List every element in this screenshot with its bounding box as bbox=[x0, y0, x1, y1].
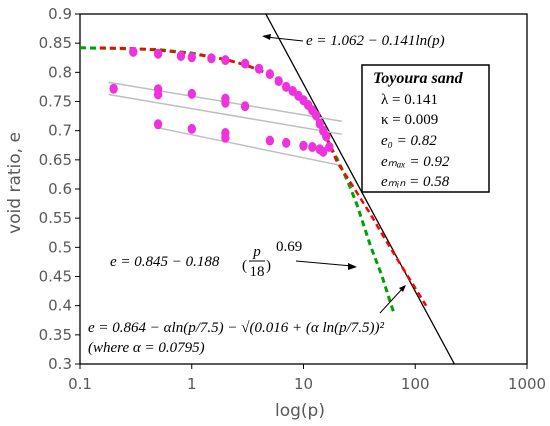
ncl-line-0 bbox=[265, 14, 455, 364]
y-tick-label: 0.9 bbox=[48, 5, 72, 23]
power-arrowhead bbox=[348, 263, 357, 270]
power-arrow bbox=[295, 260, 353, 267]
paren-close: ) bbox=[266, 258, 271, 274]
data-point bbox=[282, 81, 291, 92]
data-point bbox=[207, 53, 216, 64]
data-point bbox=[325, 142, 334, 152]
y-tick-label: 0.7 bbox=[48, 122, 72, 140]
data-point bbox=[109, 83, 118, 94]
param-kappa: κ = 0.009 bbox=[381, 112, 438, 128]
data-point bbox=[240, 58, 250, 69]
data-point bbox=[299, 140, 308, 151]
y-tick-label: 0.35 bbox=[39, 326, 72, 344]
x-tick-label: 1000 bbox=[508, 375, 546, 393]
x-axis-ticks: 0.1 1 10 100 1000 bbox=[68, 364, 546, 393]
data-point bbox=[282, 137, 291, 148]
annotation-arrows bbox=[262, 34, 406, 314]
data-point bbox=[265, 69, 275, 80]
ncl-equation: e = 1.062 − 0.141ln(p) bbox=[306, 33, 445, 49]
data-point bbox=[274, 76, 283, 87]
power-frac-num: p bbox=[252, 244, 261, 260]
data-point bbox=[187, 123, 196, 134]
url-line-3 bbox=[157, 127, 342, 167]
data-point bbox=[129, 46, 138, 57]
data-point bbox=[153, 119, 163, 130]
green-line-4 bbox=[80, 46, 396, 315]
data-point bbox=[187, 88, 196, 99]
y-tick-label: 0.6 bbox=[48, 180, 72, 198]
bottom-where: (where α = 0.0795) bbox=[88, 340, 205, 356]
y-axis-ticks: 0.3 0.35 0.4 0.45 0.5 0.55 0.6 0.65 0.7 0.75 0.8 0.… bbox=[39, 5, 80, 373]
bottom-arrow bbox=[379, 287, 404, 314]
x-tick-label: 10 bbox=[294, 375, 313, 393]
paren-open: ( bbox=[242, 258, 247, 274]
data-point bbox=[308, 142, 317, 152]
y-tick-label: 0.3 bbox=[48, 355, 72, 373]
power-frac-den: 18 bbox=[250, 264, 265, 280]
y-tick-label: 0.65 bbox=[39, 151, 72, 169]
y-tick-label: 0.4 bbox=[48, 297, 72, 315]
power-exponent: 0.69 bbox=[276, 239, 302, 255]
parameter-box: Toyoura sand λ = 0.141 κ = 0.009 e₀ = 0.… bbox=[361, 64, 490, 193]
y-tick-label: 0.75 bbox=[39, 93, 72, 111]
bottom-equation: e = 0.864 − αln(p/7.5) − √(0.016 + (α ln… bbox=[88, 320, 385, 336]
data-point bbox=[221, 132, 230, 143]
ncl-arrow bbox=[265, 36, 304, 42]
power-law-equation: e = 0.845 − 0.188 ( p 18 ) 0.69 bbox=[110, 239, 302, 280]
parameter-box-title: Toyoura sand bbox=[373, 70, 464, 87]
x-tick-label: 100 bbox=[401, 375, 430, 393]
y-tick-label: 0.5 bbox=[48, 238, 72, 256]
data-point bbox=[312, 110, 321, 121]
param-lambda: λ = 0.141 bbox=[381, 92, 438, 108]
param-e0: e₀ = 0.82 bbox=[381, 133, 437, 149]
url-line-2 bbox=[108, 93, 342, 135]
ncl-arrowhead bbox=[262, 34, 271, 40]
plot-area bbox=[79, 13, 528, 365]
data-point bbox=[265, 135, 275, 146]
bottom-arrowhead bbox=[399, 285, 406, 292]
y-tick-label: 0.55 bbox=[39, 209, 72, 227]
data-point bbox=[153, 48, 163, 59]
data-point bbox=[319, 146, 328, 157]
x-tick-label: 1 bbox=[187, 375, 197, 393]
data-point bbox=[240, 101, 250, 112]
data-point bbox=[322, 131, 331, 142]
parameter-box-frame bbox=[361, 64, 490, 193]
data-point bbox=[187, 52, 196, 63]
x-axis-label: log(p) bbox=[275, 401, 325, 421]
data-point bbox=[221, 55, 230, 66]
y-tick-label: 0.85 bbox=[39, 34, 72, 52]
y-tick-label: 0.45 bbox=[39, 268, 72, 286]
data-point bbox=[176, 51, 186, 61]
y-axis-label: void ratio, e bbox=[5, 132, 25, 234]
data-point bbox=[221, 97, 230, 108]
data-point bbox=[153, 89, 163, 100]
data-point bbox=[254, 63, 264, 74]
param-emax: eₘₐₓ = 0.92 bbox=[381, 154, 450, 170]
power-equation-prefix: e = 0.845 − 0.188 bbox=[110, 254, 220, 270]
x-tick-label: 0.1 bbox=[68, 375, 92, 393]
y-tick-label: 0.8 bbox=[48, 63, 72, 81]
param-emin: eₘᵢₙ = 0.58 bbox=[381, 174, 450, 190]
data-points bbox=[109, 46, 334, 157]
